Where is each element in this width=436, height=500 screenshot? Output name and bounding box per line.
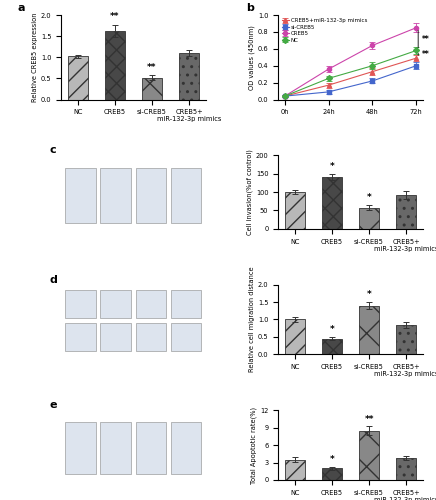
Bar — [285, 460, 305, 480]
Text: **: ** — [147, 63, 157, 72]
Bar — [170, 290, 201, 318]
Bar — [136, 290, 167, 318]
Y-axis label: OD values (450nm): OD values (450nm) — [249, 25, 255, 90]
Bar — [359, 208, 379, 229]
Text: *: * — [367, 290, 371, 299]
Bar — [136, 422, 167, 474]
Bar — [142, 78, 162, 100]
Bar — [105, 31, 125, 100]
Bar — [65, 168, 96, 223]
Y-axis label: Relative CREB5 expression: Relative CREB5 expression — [32, 12, 38, 102]
Bar — [359, 306, 379, 354]
Bar — [396, 458, 416, 480]
Text: d: d — [49, 274, 58, 284]
Bar — [170, 323, 201, 351]
Text: *: * — [330, 455, 334, 464]
Bar — [100, 323, 131, 351]
Bar — [136, 168, 167, 223]
Text: b: b — [246, 3, 254, 13]
Bar — [285, 320, 305, 354]
Text: *: * — [367, 194, 371, 202]
Text: a: a — [17, 3, 25, 13]
Bar — [136, 323, 167, 351]
Text: *: * — [330, 325, 334, 334]
Text: *: * — [330, 162, 334, 172]
Y-axis label: Relative cell migration distance: Relative cell migration distance — [249, 266, 255, 372]
Bar — [65, 290, 96, 318]
Bar — [396, 195, 416, 229]
Text: **: ** — [422, 34, 429, 43]
Bar — [322, 178, 342, 229]
Bar — [322, 338, 342, 354]
Bar — [65, 422, 96, 474]
Bar — [285, 192, 305, 229]
Text: **: ** — [364, 414, 374, 424]
Bar — [65, 323, 96, 351]
Y-axis label: Cell invasion(%of control): Cell invasion(%of control) — [246, 149, 253, 235]
Legend: CREB5+miR-132-3p mimics, si-CREB5, CREB5, NC: CREB5+miR-132-3p mimics, si-CREB5, CREB5… — [281, 18, 368, 44]
Bar — [100, 422, 131, 474]
Text: c: c — [49, 146, 56, 156]
Text: **: ** — [422, 50, 429, 59]
Bar — [322, 468, 342, 480]
Bar — [359, 430, 379, 480]
Bar — [170, 422, 201, 474]
Bar — [100, 290, 131, 318]
Text: e: e — [49, 400, 57, 410]
Bar — [396, 324, 416, 354]
Bar — [170, 168, 201, 223]
Bar — [100, 168, 131, 223]
Y-axis label: Total Apoptotic rate(%): Total Apoptotic rate(%) — [251, 406, 257, 484]
Bar — [68, 56, 88, 100]
Text: **: ** — [110, 12, 119, 22]
Bar — [179, 53, 199, 100]
